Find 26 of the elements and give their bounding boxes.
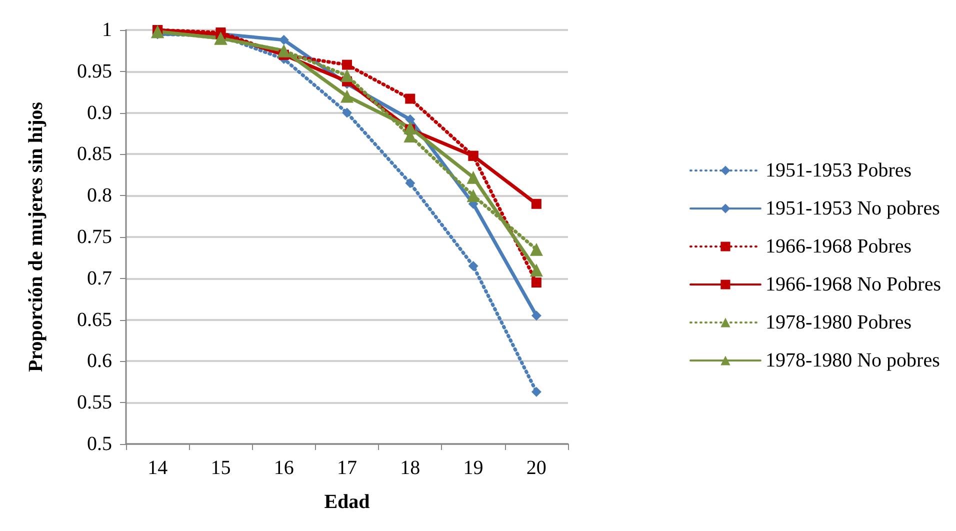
y-tick-label: 0.65 [77,308,112,331]
y-tick-label: 0.85 [77,143,112,166]
legend-label: 1966-1968 No Pobres [765,274,942,296]
x-axis-title: Edad [324,491,370,513]
y-tick-label: 1 [102,19,112,41]
x-tick-label: 15 [210,457,231,479]
x-tick-label: 18 [400,457,420,479]
x-tick-label: 14 [148,457,168,479]
legend-label: 1978-1980 Pobres [765,312,912,334]
y-tick-label: 0.7 [87,267,112,290]
y-tick-label: 0.75 [77,226,112,248]
x-tick-label: 20 [526,457,546,479]
y-tick-label: 0.55 [77,392,112,414]
y-tick-label: 0.6 [87,350,112,372]
y-tick-label: 0.9 [87,102,112,124]
legend-label: 1951-1953 Pobres [765,160,912,182]
legend-label: 1951-1953 No pobres [765,198,940,220]
y-tick-label: 0.5 [87,433,112,455]
x-tick-label: 19 [463,457,484,479]
legend-label: 1978-1980 No pobres [765,350,940,372]
y-tick-label: 0.95 [77,60,112,82]
x-tick-label: 16 [274,457,294,479]
x-tick-label: 17 [337,457,357,479]
y-axis-title: Proporción de mujeres sin hijos [25,102,47,372]
legend-label: 1966-1968 Pobres [765,236,912,258]
y-tick-label: 0.8 [87,184,112,207]
